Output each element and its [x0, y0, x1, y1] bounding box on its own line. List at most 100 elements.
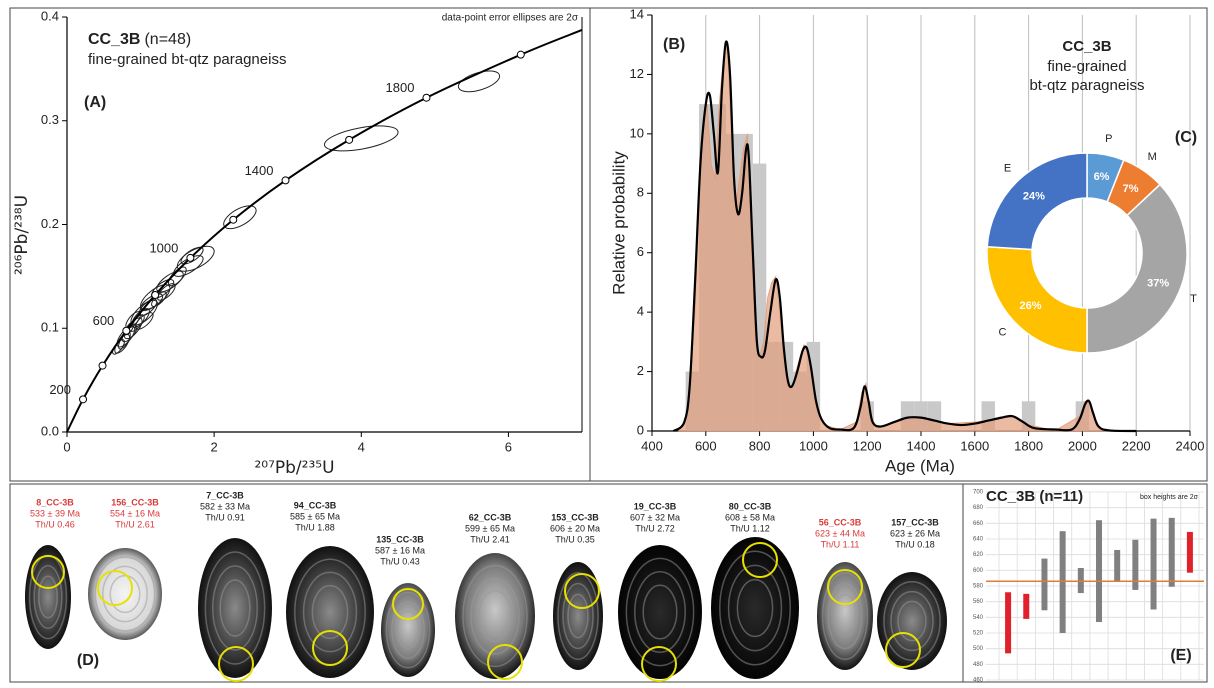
zircon-grain — [553, 562, 603, 670]
panel-label: (D) — [77, 652, 99, 669]
grain-id: 153_CC-3B — [551, 512, 599, 522]
description: fine-grained bt-qtz paragneiss — [88, 51, 286, 68]
age-marker — [187, 254, 194, 261]
age-range-box — [1169, 518, 1175, 587]
grain-age: 607 ± 32 Ma — [630, 512, 680, 522]
grain-thu: Th/U 0.46 — [35, 519, 75, 529]
panel-label: (B) — [663, 36, 685, 53]
grain-id: 156_CC-3B — [111, 497, 159, 507]
title-line: CC_3B(n=48) — [88, 31, 191, 48]
y-tick-label: 10 — [630, 125, 644, 140]
grain-age: 554 ± 16 Ma — [110, 508, 160, 518]
age-marker — [423, 94, 430, 101]
segment-value-label: 7% — [1123, 183, 1139, 195]
segment-category-label: P — [1105, 133, 1112, 145]
x-tick-label: 2 — [211, 439, 218, 454]
age-marker — [123, 327, 130, 334]
age-range-box — [1132, 540, 1138, 590]
grain-id: 94_CC-3B — [294, 500, 337, 510]
y-tick-label: 6 — [637, 244, 644, 259]
zircon-grain — [381, 583, 435, 677]
grain-age: 587 ± 16 Ma — [375, 545, 425, 555]
grain-thu: Th/U 2.61 — [115, 519, 155, 529]
y-tick-label: 640 — [973, 537, 984, 543]
x-tick-label: 1400 — [907, 438, 936, 453]
grain-age: 585 ± 65 Ma — [290, 511, 340, 521]
grain-id: 19_CC-3B — [634, 501, 677, 511]
age-label: 1400 — [245, 163, 274, 178]
grain-thu: Th/U 1.88 — [295, 522, 335, 532]
y-tick-label: 0.2 — [41, 216, 59, 231]
y-tick-label: 0.0 — [41, 423, 59, 438]
figure: 8_CC-3B533 ± 39 MaTh/U 0.46 156_CC-3B554 … — [0, 0, 1214, 688]
segment-value-label: 24% — [1023, 190, 1045, 202]
zircon-grain — [455, 553, 535, 679]
zircon-grain — [25, 545, 71, 649]
y-tick-label: 14 — [630, 6, 644, 21]
grain-thu: Th/U 0.43 — [380, 556, 420, 566]
y-tick-label: 2 — [637, 363, 644, 378]
age-range-box — [1096, 520, 1102, 622]
y-tick-label: 580 — [973, 584, 984, 590]
grain-thu: Th/U 2.72 — [635, 523, 675, 533]
grain-age: 606 ± 20 Ma — [550, 523, 600, 533]
subtitle: (n=48) — [144, 31, 191, 48]
segment-category-label: T — [1190, 293, 1197, 305]
zircon-grain — [711, 537, 799, 679]
grain-age: 623 ± 26 Ma — [890, 528, 940, 538]
age-range-box — [1187, 532, 1193, 573]
grain-age: 599 ± 65 Ma — [465, 523, 515, 533]
x-tick-label: 2000 — [1068, 438, 1097, 453]
y-tick-label: 660 — [973, 521, 984, 527]
zircon-grain — [286, 546, 374, 678]
segment-category-label: E — [1004, 162, 1011, 174]
panel-label: (A) — [84, 94, 106, 111]
age-label: 1800 — [386, 80, 415, 95]
zircon-grain — [198, 538, 272, 678]
y-tick-label: 560 — [973, 599, 984, 605]
note: box heights are 2σ — [1140, 494, 1199, 501]
grain-id: 135_CC-3B — [376, 534, 424, 544]
age-label: 1000 — [149, 240, 178, 255]
y-tick-label: 0.4 — [41, 8, 59, 23]
y-tick-label: 600 — [973, 568, 984, 574]
x-tick-label: 0 — [63, 439, 70, 454]
subtitle: fine-grained — [1047, 58, 1126, 75]
age-label: 600 — [93, 313, 115, 328]
y-tick-label: 0.1 — [41, 320, 59, 335]
segment-category-label: C — [998, 326, 1006, 338]
zircon-grain — [618, 545, 702, 679]
grain-age: 533 ± 39 Ma — [30, 508, 80, 518]
age-range-box — [1005, 592, 1011, 653]
grain-id: 62_CC-3B — [469, 512, 512, 522]
age-marker — [346, 136, 353, 143]
age-range-box — [1041, 559, 1047, 611]
age-range-box — [1060, 531, 1066, 633]
title: CC_3B — [88, 31, 140, 48]
grain-id: 157_CC-3B — [891, 517, 939, 527]
y-tick-label: 12 — [630, 66, 644, 81]
segment-value-label: 6% — [1094, 171, 1110, 183]
x-tick-label: 1000 — [799, 438, 828, 453]
segment-value-label: 26% — [1019, 300, 1041, 312]
grain-id: 80_CC-3B — [729, 501, 772, 511]
age-marker — [517, 51, 524, 58]
x-tick-label: 1800 — [1014, 438, 1043, 453]
x-tick-label: 600 — [695, 438, 717, 453]
age-range-box — [1023, 594, 1029, 619]
zircon-grain — [817, 562, 873, 670]
x-tick-label: 400 — [641, 438, 663, 453]
y-axis-title: ²⁰⁶Pb/²³⁸U — [12, 195, 32, 275]
segment-category-label: M — [1148, 151, 1157, 163]
y-tick-label: 480 — [973, 662, 984, 668]
age-range-box — [1114, 550, 1120, 581]
x-tick-label: 6 — [505, 439, 512, 454]
grain-id: 8_CC-3B — [36, 497, 74, 507]
grain-id: 56_CC-3B — [819, 517, 862, 527]
x-tick-label: 2400 — [1176, 438, 1205, 453]
y-axis-title: Relative probability — [609, 151, 628, 295]
x-axis-title: Age (Ma) — [885, 456, 955, 475]
x-tick-label: 1200 — [853, 438, 882, 453]
panel-label: (E) — [1170, 647, 1191, 664]
age-label: 200 — [49, 382, 71, 397]
